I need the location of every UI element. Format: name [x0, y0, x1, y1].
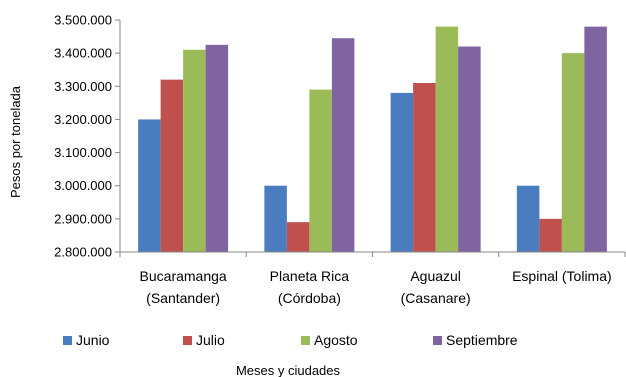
legend-label-agosto: Agosto	[314, 332, 358, 348]
bars	[138, 26, 607, 253]
x-category-label-line2: (Santander)	[146, 290, 220, 306]
bar-junio-0	[138, 119, 161, 252]
legend-swatch-septiembre	[433, 336, 442, 345]
bar-julio-0	[160, 79, 184, 253]
y-tick-label: 3.500.000	[54, 13, 112, 28]
axes	[119, 20, 626, 257]
bar-junio-2	[390, 92, 414, 253]
x-category-label: Aguazul	[410, 268, 461, 284]
legend-label-julio: Julio	[196, 332, 225, 348]
y-tick-label: 2.800.000	[54, 245, 112, 260]
x-axis-title: Meses y ciudades	[236, 363, 341, 377]
bar-junio-1	[264, 185, 287, 252]
y-tick-label: 3.200.000	[54, 112, 112, 127]
bar-agosto-3	[561, 53, 585, 253]
legend-label-junio: Junio	[76, 332, 110, 348]
x-category-label: Bucaramanga	[140, 268, 227, 284]
bar-septiembre-3	[584, 26, 607, 252]
bar-septiembre-2	[458, 46, 481, 253]
x-axis-categories: Bucaramanga (Santander) Planeta Rica (Córdo…	[140, 268, 612, 306]
y-axis-title: Pesos por tonelada	[8, 85, 23, 198]
x-category-label-line2: (Córdoba)	[278, 290, 341, 306]
legend-swatch-julio	[183, 336, 192, 345]
bar-septiembre-0	[205, 44, 229, 252]
legend: Junio Julio Agosto Septiembre	[63, 332, 518, 348]
legend-label-septiembre: Septiembre	[446, 332, 518, 348]
bar-junio-3	[516, 185, 540, 252]
bar-julio-3	[539, 218, 562, 252]
y-axis-ticks: 2.800.000 2.900.000 3.000.000 3.100.000 3.20…	[54, 13, 120, 260]
y-tick-label: 3.000.000	[54, 178, 112, 193]
bar-septiembre-1	[331, 38, 355, 252]
legend-swatch-junio	[63, 336, 72, 345]
y-tick-label: 3.100.000	[54, 145, 112, 160]
x-category-label: Planeta Rica	[270, 268, 350, 284]
bar-agosto-2	[435, 26, 459, 252]
bar-julio-1	[286, 222, 310, 252]
y-tick-label: 3.300.000	[54, 79, 112, 94]
bar-julio-2	[413, 82, 436, 252]
x-category-label: Espinal (Tolima)	[512, 268, 612, 284]
y-tick-label: 3.400.000	[54, 46, 112, 61]
bar-agosto-0	[183, 49, 206, 253]
bar-agosto-1	[309, 89, 332, 252]
x-category-label-line2: (Casanare)	[401, 290, 471, 306]
y-tick-label: 2.900.000	[54, 211, 112, 226]
legend-swatch-agosto	[301, 336, 310, 345]
